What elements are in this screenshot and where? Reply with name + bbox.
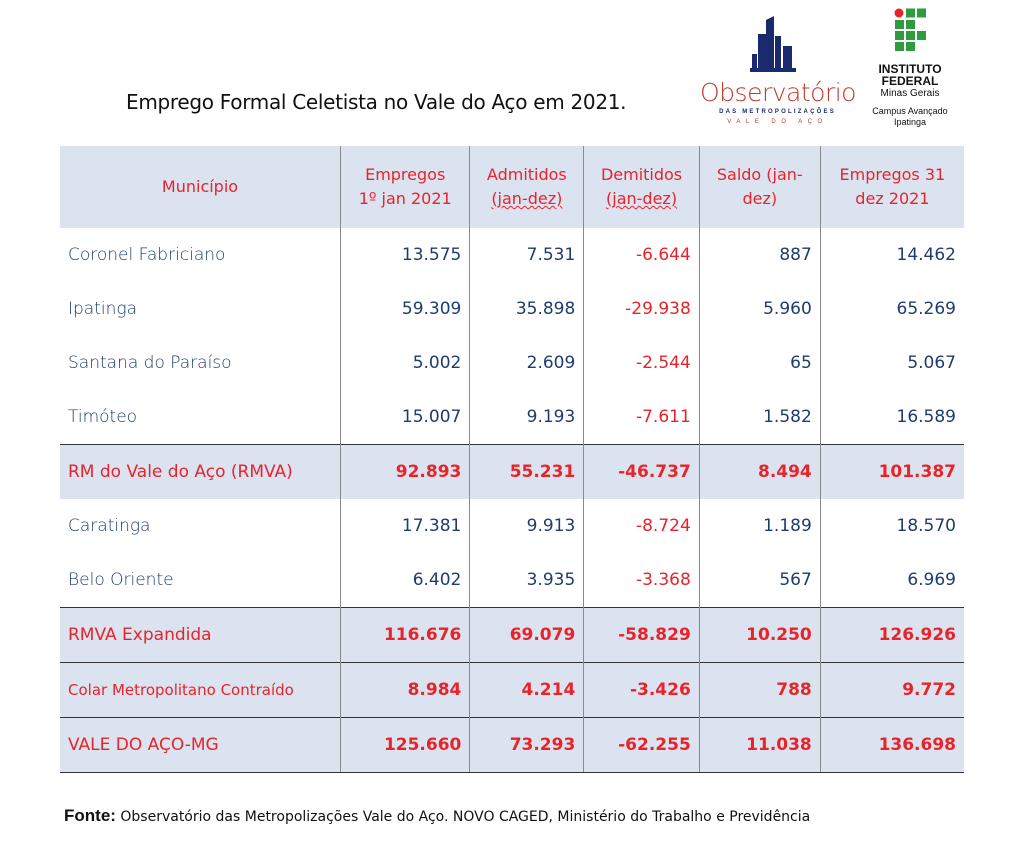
observatorio-sub2: VALE DO AÇO: [727, 119, 828, 125]
cell-municipio: Belo Oriente: [68, 570, 174, 590]
cell-empregos-jan: 125.660: [339, 717, 470, 773]
table-row: Coronel Fabriciano 13.575 7.531 -6.644 887 14…: [60, 228, 964, 282]
cell-admitidos: 9.913: [469, 499, 584, 553]
cell-admitidos: 73.293: [469, 717, 584, 773]
if-line3: Minas Gerais: [880, 88, 940, 99]
cell-admitidos: 7.531: [469, 228, 584, 282]
cell-saldo: 11.038: [698, 717, 821, 773]
cell-saldo: 10.250: [698, 607, 821, 663]
cell-empregos-jan: 13.575: [339, 228, 470, 282]
source-text: Observatório das Metropolizações Vale do…: [115, 809, 811, 825]
cell-empregos-dez: 14.462: [819, 228, 964, 282]
cell-empregos-jan: 59.309: [339, 282, 470, 336]
cell-empregos-dez: 9.772: [819, 662, 964, 718]
cell-municipio: Ipatinga: [68, 299, 138, 319]
header-admitidos: Admitidos (jan-dez): [469, 146, 584, 228]
cell-empregos-dez: 6.969: [819, 553, 964, 608]
cell-empregos-dez: 126.926: [819, 607, 964, 663]
source-label: Fonte:: [64, 806, 116, 825]
cell-municipio: Coronel Fabriciano: [68, 245, 226, 265]
buildings-icon: [750, 16, 796, 72]
cell-demitidos: -62.255: [583, 717, 700, 773]
cell-saldo: 5.960: [698, 282, 821, 336]
header-saldo: Saldo (jan-dez): [698, 146, 821, 228]
if-line2: FEDERAL: [881, 74, 939, 88]
employment-table: Município Empregos 1º jan 2021 Admitidos(…: [60, 146, 964, 773]
table-header-row: Município Empregos 1º jan 2021 Admitidos(…: [60, 146, 964, 228]
header-empregos-jan: Empregos 1º jan 2021: [339, 146, 470, 228]
if-line5: Ipatinga: [893, 117, 927, 127]
cell-empregos-jan: 92.893: [339, 444, 470, 499]
cell-saldo: 1.582: [698, 390, 821, 445]
cell-saldo: 1.189: [698, 499, 821, 553]
cell-saldo: 887: [698, 228, 821, 282]
observatorio-name: Observatório: [700, 78, 856, 107]
cell-demitidos: -3.368: [583, 553, 700, 608]
cell-empregos-dez: 65.269: [819, 282, 964, 336]
header-municipio: Município: [60, 146, 341, 228]
cell-demitidos: -58.829: [583, 607, 700, 663]
table-row: VALE DO AÇO-MG 125.660 73.293 -62.255 11.038…: [60, 717, 964, 773]
cell-empregos-dez: 18.570: [819, 499, 964, 553]
cell-demitidos: -6.644: [583, 228, 700, 282]
cell-municipio: Santana do Paraíso: [68, 353, 232, 373]
cell-admitidos: 69.079: [469, 607, 584, 663]
cell-empregos-jan: 17.381: [339, 499, 470, 553]
table-row: RMVA Expandida 116.676 69.079 -58.829 10.250…: [60, 607, 964, 663]
cell-admitidos: 35.898: [469, 282, 584, 336]
table-row: Timóteo 15.007 9.193 -7.611 1.582 16.589: [60, 390, 964, 445]
page-title: Emprego Formal Celetista no Vale do Aço …: [126, 90, 627, 114]
cell-saldo: 788: [698, 662, 821, 718]
cell-saldo: 65: [698, 336, 821, 390]
cell-demitidos: -2.544: [583, 336, 700, 390]
table-row: Santana do Paraíso 5.002 2.609 -2.544 65 5.06…: [60, 336, 964, 390]
observatorio-logo: Observatório DAS METROPOLIZAÇÕES VALE DO…: [700, 14, 856, 129]
cell-municipio: Colar Metropolitano Contraído: [60, 662, 341, 718]
cell-admitidos: 9.193: [469, 390, 584, 445]
cell-saldo: 8.494: [698, 444, 821, 499]
cell-municipio: Timóteo: [68, 407, 138, 427]
cell-empregos-dez: 16.589: [819, 390, 964, 445]
cell-demitidos: -8.724: [583, 499, 700, 553]
cell-admitidos: 55.231: [469, 444, 584, 499]
table-row: Ipatinga 59.309 35.898 -29.938 5.960 65.269: [60, 282, 964, 336]
cell-admitidos: 4.214: [469, 662, 584, 718]
cell-empregos-jan: 5.002: [339, 336, 470, 390]
table-row: Belo Oriente 6.402 3.935 -3.368 567 6.969: [60, 553, 964, 608]
cell-municipio: Caratinga: [68, 516, 151, 536]
table-row: Colar Metropolitano Contraído 8.984 4.214-…: [60, 662, 964, 718]
cell-municipio: RM do Vale do Aço (RMVA): [60, 444, 341, 499]
cell-empregos-jan: 116.676: [339, 607, 470, 663]
cell-empregos-dez: 101.387: [819, 444, 964, 499]
if-line1: INSTITUTO: [878, 62, 942, 76]
header-demitidos: Demitidos (jan-dez): [583, 146, 700, 228]
table-row: RM do Vale do Aço (RMVA) 92.893 55.231 -46.…: [60, 444, 964, 499]
if-grid-icon: [894, 8, 926, 51]
cell-municipio: RMVA Expandida: [60, 607, 341, 663]
table-row: Caratinga 17.381 9.913 -8.724 1.189 18.570: [60, 499, 964, 553]
cell-admitidos: 2.609: [469, 336, 584, 390]
cell-admitidos: 3.935: [469, 553, 584, 608]
source-note: Fonte: Observatório das Metropolizações …: [64, 806, 810, 826]
cell-demitidos: -46.737: [583, 444, 700, 499]
header-empregos-dez: Empregos 31 dez 2021: [819, 146, 964, 228]
observatorio-sub1: DAS METROPOLIZAÇÕES: [719, 109, 836, 115]
cell-empregos-jan: 6.402: [339, 553, 470, 608]
cell-saldo: 567: [698, 553, 821, 608]
cell-demitidos: -29.938: [583, 282, 700, 336]
cell-empregos-jan: 8.984: [339, 662, 470, 718]
instituto-federal-logo: INSTITUTO FEDERAL Minas Gerais Campus Av…: [860, 8, 960, 133]
cell-demitidos: -7.611: [583, 390, 700, 445]
if-line4: Campus Avançado: [872, 106, 948, 116]
cell-demitidos: -3.426: [583, 662, 700, 718]
cell-empregos-dez: 5.067: [819, 336, 964, 390]
cell-empregos-jan: 15.007: [339, 390, 470, 445]
cell-empregos-dez: 136.698: [819, 717, 964, 773]
cell-municipio: VALE DO AÇO-MG: [60, 717, 341, 773]
